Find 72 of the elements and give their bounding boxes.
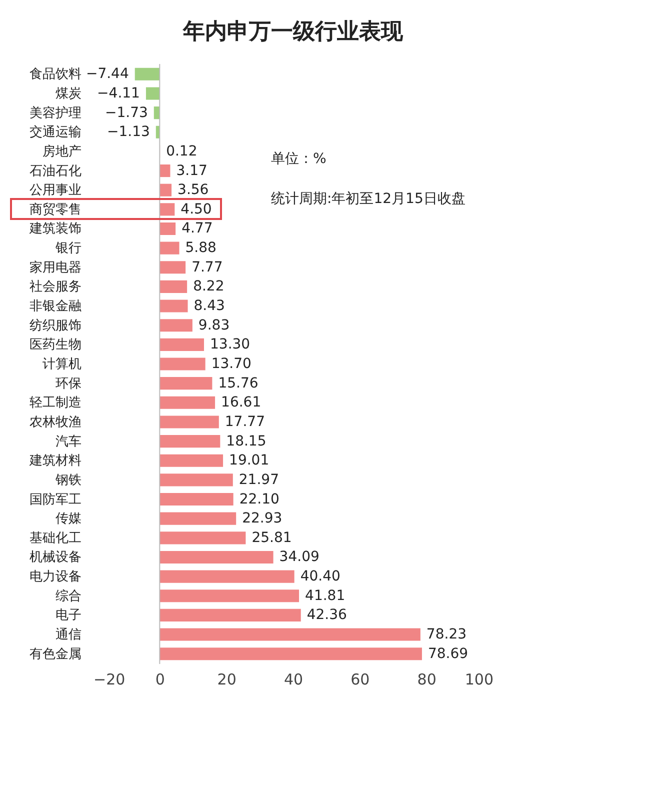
y-tick-label: 计算机 [42, 357, 82, 372]
data-label: 41.81 [305, 588, 346, 604]
y-tick-label: 非银金融 [30, 299, 82, 314]
y-tick-label: 商贸零售 [30, 202, 82, 218]
data-label: 21.97 [238, 472, 279, 488]
data-label: 17.77 [224, 414, 265, 430]
y-tick-label: 交通运输 [30, 124, 82, 140]
y-tick-label: 电子 [56, 608, 82, 624]
data-label: 13.70 [211, 356, 252, 372]
data-label: 34.09 [279, 549, 320, 566]
y-tick-label: 电力设备 [30, 570, 82, 585]
annotation: 统计周期:年初至12月15日收盘 [271, 191, 466, 207]
data-label: −1.73 [104, 104, 148, 121]
x-tick-label: 80 [417, 670, 436, 688]
data-label: 19.01 [229, 452, 270, 469]
x-tick-label: 60 [350, 670, 370, 688]
y-tick-label: 医药生物 [30, 338, 82, 353]
data-label: 3.56 [178, 182, 209, 198]
data-label: 42.36 [306, 607, 348, 624]
y-tick-label: 食品饮料 [30, 67, 82, 82]
data-label: 8.43 [194, 298, 225, 314]
y-tick-label: 传媒 [56, 512, 82, 527]
data-label: 3.17 [176, 162, 208, 179]
y-tick-label: 家用电器 [30, 259, 82, 276]
data-label: 16.61 [221, 394, 262, 411]
y-tick-label: 煤炭 [56, 86, 82, 102]
y-tick-label: 农林牧渔 [30, 414, 82, 430]
x-tick-label: 0 [155, 670, 165, 688]
y-tick-label: 轻工制造 [30, 396, 82, 411]
y-tick-label: 银行 [54, 241, 82, 256]
data-label: 78.23 [426, 626, 467, 643]
y-tick-label: 公用事业 [30, 183, 82, 198]
y-tick-label: 建筑材料 [28, 454, 82, 469]
y-tick-label: 汽车 [56, 434, 82, 450]
y-tick-label: 钢铁 [54, 472, 82, 488]
annotation: 单位：% [271, 151, 326, 167]
x-tick-label: 40 [284, 670, 304, 688]
y-tick-label: 房地产 [42, 143, 82, 160]
data-label: 9.83 [198, 317, 230, 334]
x-tick-label: −20 [94, 670, 126, 688]
y-tick-label: 纺织服饰 [30, 318, 82, 334]
chart-title: 年内申万一级行业表现 [182, 20, 404, 44]
y-tick-label: 通信 [56, 628, 82, 643]
y-tick-label: 有色金属 [30, 646, 82, 662]
y-tick-label: 机械设备 [30, 550, 82, 566]
data-label: 18.15 [226, 433, 266, 450]
y-tick-label: 环保 [56, 376, 82, 392]
data-label: 8.22 [193, 278, 224, 295]
y-tick-label: 建筑装饰 [28, 222, 82, 237]
data-label: 7.77 [192, 259, 223, 276]
y-tick-label: 基础化工 [30, 530, 82, 546]
data-label: 22.93 [242, 510, 282, 527]
data-label: 22.10 [239, 491, 280, 508]
y-tick-label: 社会服务 [30, 280, 82, 295]
x-tick-label: 20 [217, 670, 236, 688]
data-label: −4.11 [97, 85, 140, 102]
data-label: −1.13 [106, 124, 150, 140]
data-label: 13.30 [210, 336, 250, 353]
data-label: −7.44 [86, 66, 129, 82]
y-tick-label: 石油石化 [30, 164, 82, 179]
data-label: 78.69 [428, 646, 468, 662]
data-label: 0.12 [166, 143, 198, 160]
y-tick-label: 综合 [56, 588, 82, 604]
y-tick-label: 国防军工 [30, 492, 82, 508]
data-label: 15.76 [218, 375, 258, 392]
y-tick-label: 美容护理 [30, 104, 82, 121]
data-label: 5.88 [185, 240, 216, 256]
data-label: 4.77 [182, 220, 213, 237]
data-label: 40.40 [300, 568, 340, 585]
data-label: 25.81 [252, 530, 292, 546]
data-label: 4.50 [180, 201, 212, 218]
x-tick-label: 100 [464, 670, 494, 688]
